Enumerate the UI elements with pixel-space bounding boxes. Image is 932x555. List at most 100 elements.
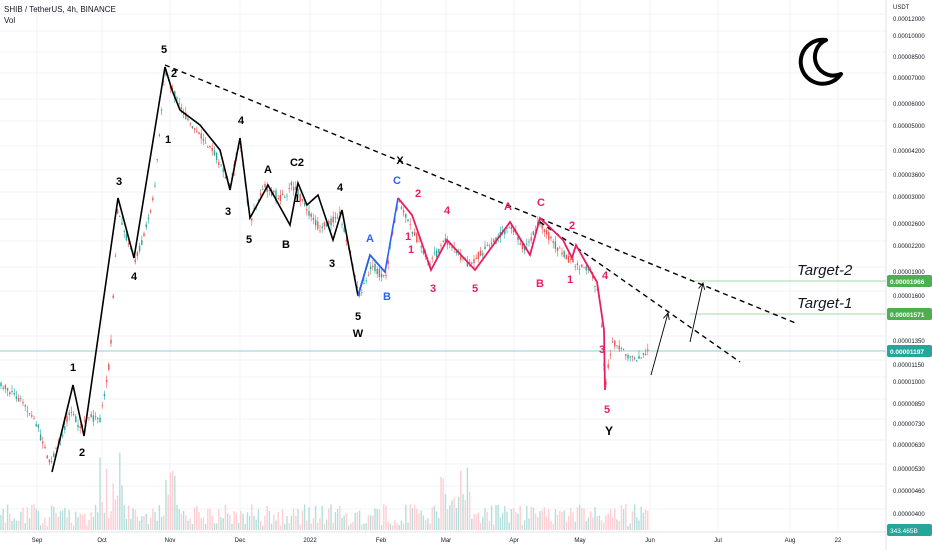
candle-body: [521, 242, 524, 250]
volume-bar: [328, 508, 330, 530]
wave-label-red: 1: [567, 274, 573, 286]
moon-icon[interactable]: [798, 37, 843, 86]
time-tick-label: Aug: [785, 538, 796, 544]
volume-bar: [33, 504, 35, 530]
wave-lines[interactable]: [51, 66, 606, 473]
volume-bar: [20, 511, 22, 530]
volume-bar: [77, 517, 79, 530]
candle-body: [264, 183, 266, 188]
volume-bar: [277, 511, 279, 530]
volume-bar: [253, 515, 255, 530]
candle-body: [600, 325, 603, 327]
candle-body: [545, 229, 548, 235]
candle-body: [253, 208, 255, 210]
volume-bar: [143, 516, 145, 530]
volume-bar: [636, 517, 638, 530]
time-axis[interactable]: Sep Oct Nov Dec 2022 Feb Mar Apr May Jun Jul Aug 22: [0, 531, 886, 544]
volume-bar: [556, 514, 559, 530]
volume-bar: [398, 525, 400, 530]
volume-bar: [145, 513, 147, 530]
volume-bar: [380, 525, 383, 530]
volume-bar: [455, 508, 458, 530]
candle-body: [50, 460, 53, 462]
volume-bar: [6, 504, 9, 530]
candle-body: [215, 153, 218, 160]
candle-body: [565, 254, 568, 260]
volume-bar: [385, 505, 387, 530]
price-tick-label: 0.00010000: [893, 34, 925, 40]
wave-label-black: 5: [355, 311, 361, 323]
volume-bar: [121, 485, 123, 530]
price-tick-label: 0.00002600: [893, 222, 925, 228]
volume-bar: [292, 508, 295, 530]
volume-bar: [530, 506, 532, 530]
candle-body: [156, 159, 158, 161]
volume-bar: [378, 509, 381, 530]
volume-bar: [2, 508, 4, 530]
candle-body: [202, 139, 205, 141]
candle-body: [224, 176, 227, 179]
volume-bar: [281, 509, 284, 530]
candle-body: [108, 364, 110, 370]
price-tick-label: 0.00004200: [893, 149, 925, 155]
wave-label-black: B: [282, 239, 290, 251]
candle-body: [178, 102, 180, 104]
volume-bar: [473, 514, 475, 530]
candle-body: [182, 113, 185, 115]
volume-bar: [402, 523, 405, 530]
volume-bar: [211, 515, 213, 530]
candle-body: [44, 446, 46, 449]
candle-body: [42, 441, 44, 444]
volume-bar: [204, 523, 207, 530]
candle-body: [125, 234, 128, 241]
candle-body: [532, 231, 535, 235]
time-tick-label: Jun: [645, 538, 655, 544]
volume-bar: [215, 523, 218, 530]
candle-body: [292, 186, 295, 191]
candle-body: [97, 417, 99, 419]
price-tick-label: 0.00001600: [893, 294, 925, 300]
projection-arrows[interactable]: [650, 281, 706, 376]
volume-bar: [640, 506, 642, 530]
volume-bar: [50, 505, 53, 530]
candle-body: [548, 232, 550, 240]
volume-bar: [9, 513, 11, 530]
volume-bar: [317, 522, 319, 530]
volume-bar: [343, 515, 345, 530]
volume-bar: [561, 511, 563, 530]
price-axis[interactable]: USDT 0.00012000 0.00010000 0.00008500 0.0000…: [885, 0, 925, 550]
volume-bar: [633, 504, 636, 530]
volume-bar: [418, 513, 420, 530]
candle-body: [642, 352, 645, 355]
volume-bar: [642, 512, 645, 530]
trendlines[interactable]: [164, 64, 799, 363]
wave-label-black: X: [396, 155, 404, 167]
volume-bar: [94, 504, 97, 530]
candle-body: [204, 142, 207, 144]
candle-body: [341, 224, 343, 226]
volume-bar: [262, 525, 264, 530]
volume-indicator-label[interactable]: Vol: [4, 16, 16, 25]
volume-bar: [352, 521, 354, 530]
volume-bar: [400, 520, 403, 530]
volume-bar: [64, 507, 66, 530]
volume-bar: [35, 508, 37, 530]
symbol-title[interactable]: SHIB / TetherUS, 4h, BINANCE: [4, 5, 116, 14]
volume-bar: [638, 520, 640, 530]
volume-bar: [438, 517, 440, 530]
price-tick-label: 0.00005000: [893, 124, 925, 130]
volume-bar: [583, 508, 585, 530]
candle-body: [306, 209, 308, 211]
volume-bar: [424, 520, 427, 530]
candle-body: [358, 293, 361, 296]
wave-label-black: 2: [171, 68, 177, 80]
volume-bar: [433, 505, 436, 530]
volume-bar: [512, 507, 515, 530]
candle-body: [578, 268, 581, 270]
candle-body: [110, 339, 112, 344]
volume-bar: [534, 513, 537, 530]
volume-bar: [361, 524, 363, 530]
